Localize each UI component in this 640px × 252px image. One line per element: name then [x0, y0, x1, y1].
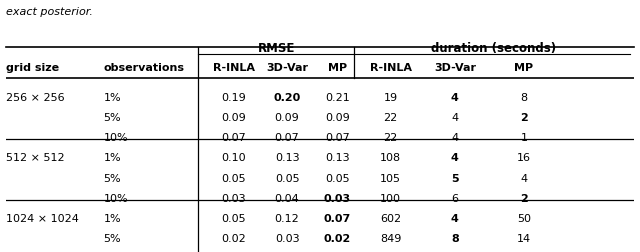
- Text: 6: 6: [451, 194, 458, 204]
- Text: 4: 4: [520, 174, 527, 184]
- Text: 0.04: 0.04: [275, 194, 300, 204]
- Text: 0.19: 0.19: [221, 93, 246, 103]
- Text: 0.02: 0.02: [324, 234, 351, 244]
- Text: 0.10: 0.10: [221, 153, 246, 163]
- Text: 5%: 5%: [104, 174, 121, 184]
- Text: 50: 50: [517, 214, 531, 224]
- Text: 0.03: 0.03: [221, 194, 246, 204]
- Text: 8: 8: [451, 234, 459, 244]
- Text: observations: observations: [104, 63, 184, 73]
- Text: 19: 19: [383, 93, 397, 103]
- Text: 849: 849: [380, 234, 401, 244]
- Text: 0.02: 0.02: [221, 234, 246, 244]
- Text: 0.07: 0.07: [275, 133, 300, 143]
- Text: 0.21: 0.21: [325, 93, 349, 103]
- Text: 0.07: 0.07: [324, 214, 351, 224]
- Text: 0.12: 0.12: [275, 214, 300, 224]
- Text: duration (seconds): duration (seconds): [431, 42, 557, 55]
- Text: 5: 5: [451, 174, 459, 184]
- Text: 1024 × 1024: 1024 × 1024: [6, 214, 79, 224]
- Text: 602: 602: [380, 214, 401, 224]
- Text: 0.20: 0.20: [273, 93, 301, 103]
- Text: 105: 105: [380, 174, 401, 184]
- Text: 4: 4: [451, 113, 458, 123]
- Text: 10%: 10%: [104, 133, 128, 143]
- Text: 100: 100: [380, 194, 401, 204]
- Text: 4: 4: [451, 153, 459, 163]
- Text: 10%: 10%: [104, 194, 128, 204]
- Text: 4: 4: [451, 93, 459, 103]
- Text: 22: 22: [383, 113, 397, 123]
- Text: 0.05: 0.05: [221, 174, 246, 184]
- Text: 0.09: 0.09: [325, 113, 349, 123]
- Text: 256 × 256: 256 × 256: [6, 93, 65, 103]
- Text: 1: 1: [520, 133, 527, 143]
- Text: 512 × 512: 512 × 512: [6, 153, 65, 163]
- Text: 108: 108: [380, 153, 401, 163]
- Text: 5%: 5%: [104, 113, 121, 123]
- Text: 0.05: 0.05: [275, 174, 300, 184]
- Text: 1%: 1%: [104, 93, 121, 103]
- Text: 1%: 1%: [104, 153, 121, 163]
- Text: R-INLA: R-INLA: [212, 63, 255, 73]
- Text: 0.07: 0.07: [325, 133, 349, 143]
- Text: 0.03: 0.03: [324, 194, 351, 204]
- Text: MP: MP: [515, 63, 533, 73]
- Text: 22: 22: [383, 133, 397, 143]
- Text: 5%: 5%: [104, 234, 121, 244]
- Text: 3D-Var: 3D-Var: [266, 63, 308, 73]
- Text: 0.13: 0.13: [325, 153, 349, 163]
- Text: 16: 16: [517, 153, 531, 163]
- Text: 14: 14: [516, 234, 531, 244]
- Text: 0.09: 0.09: [275, 113, 300, 123]
- Text: 1%: 1%: [104, 214, 121, 224]
- Text: 8: 8: [520, 93, 527, 103]
- Text: 0.09: 0.09: [221, 113, 246, 123]
- Text: 0.13: 0.13: [275, 153, 300, 163]
- Text: RMSE: RMSE: [257, 42, 295, 55]
- Text: 4: 4: [451, 133, 458, 143]
- Text: 3D-Var: 3D-Var: [434, 63, 476, 73]
- Text: R-INLA: R-INLA: [369, 63, 412, 73]
- Text: exact posterior.: exact posterior.: [6, 8, 93, 17]
- Text: 0.05: 0.05: [221, 214, 246, 224]
- Text: grid size: grid size: [6, 63, 60, 73]
- Text: 0.07: 0.07: [221, 133, 246, 143]
- Text: 4: 4: [451, 214, 459, 224]
- Text: 0.03: 0.03: [275, 234, 300, 244]
- Text: 2: 2: [520, 113, 528, 123]
- Text: 0.05: 0.05: [325, 174, 349, 184]
- Text: MP: MP: [328, 63, 347, 73]
- Text: 2: 2: [520, 194, 528, 204]
